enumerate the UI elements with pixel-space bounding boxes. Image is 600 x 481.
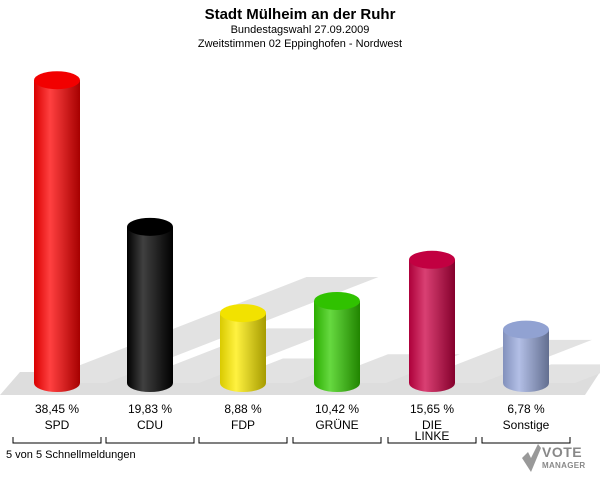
category-label: Sonstige: [503, 418, 550, 432]
category-bracket: [198, 437, 288, 444]
value-label: 6,78 %: [507, 402, 545, 416]
bar-shadow: [34, 277, 379, 383]
checkmark-icon: [522, 444, 541, 472]
bar-cap: [220, 304, 266, 323]
bar-sonstige: [503, 329, 549, 392]
bar-cap: [503, 320, 549, 339]
category-label: FDP: [231, 418, 255, 432]
value-label: 10,42 %: [315, 402, 359, 416]
chart-subtitle-election: Bundestagswahl 27.09.2009: [230, 24, 370, 36]
category-label: DIE: [422, 418, 442, 432]
bar-spd: [34, 80, 80, 393]
bar-die-linke: [409, 259, 455, 392]
value-label: 8,88 %: [224, 402, 262, 416]
logo-text-vote: VOTE: [542, 444, 583, 460]
chart-title: Stadt Mülheim an der Ruhr: [204, 6, 396, 23]
bar-cap: [314, 291, 360, 310]
category-bracket: [387, 437, 477, 444]
category-label: GRÜNE: [315, 418, 358, 432]
category-bracket: [12, 437, 102, 444]
bar-fdp: [220, 313, 266, 392]
value-label: 19,83 %: [128, 402, 172, 416]
bar-cap: [127, 217, 173, 236]
category-label: LINKE: [415, 429, 450, 443]
bar-cap: [409, 250, 455, 269]
votemanager-logo: VOTE MANAGER: [520, 442, 598, 478]
status-text: 5 von 5 Schnellmeldungen: [6, 449, 136, 461]
category-bracket: [105, 437, 195, 444]
category-bracket: [481, 437, 571, 444]
category-label: SPD: [45, 418, 70, 432]
category-bracket: [292, 437, 382, 444]
bar-grüne: [314, 300, 360, 392]
value-label: 15,65 %: [410, 402, 454, 416]
category-label: CDU: [137, 418, 163, 432]
value-label: 38,45 %: [35, 402, 79, 416]
bar-cap: [34, 71, 80, 90]
chart-subtitle-district: Zweitstimmen 02 Eppinghofen - Nordwest: [197, 38, 403, 50]
logo-text-manager: MANAGER: [542, 461, 586, 470]
bar-cdu: [127, 226, 173, 392]
